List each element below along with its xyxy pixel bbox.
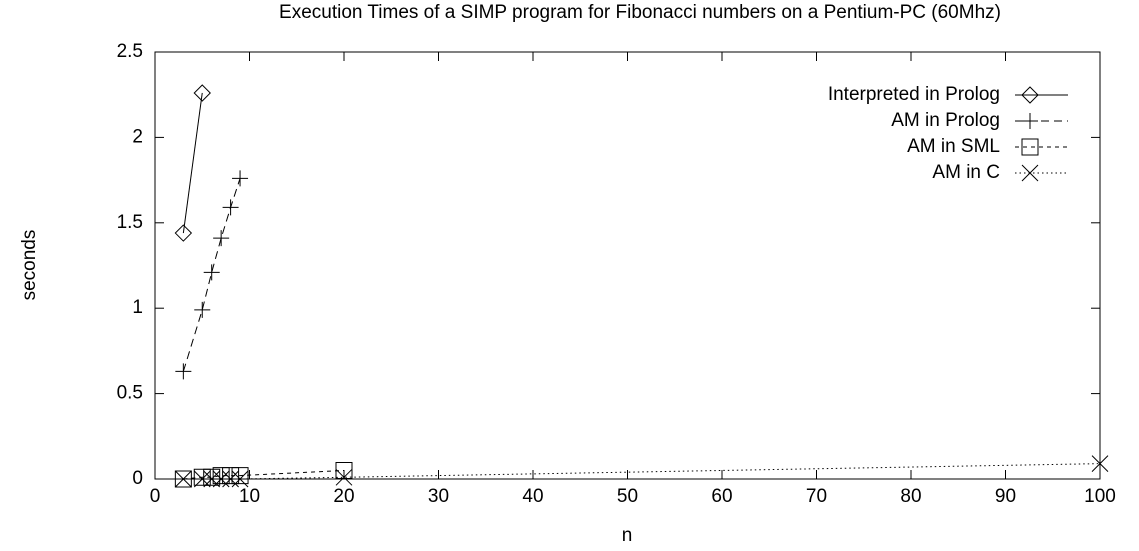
- x-axis-label: n: [622, 525, 633, 546]
- x-tick-label: 50: [617, 486, 638, 507]
- marker: [335, 468, 353, 486]
- series-line: [182, 92, 203, 234]
- x-tick-label: 90: [995, 486, 1016, 507]
- marker: [175, 363, 192, 380]
- legend-label: AM in C: [932, 162, 1000, 183]
- x-tick-label: 80: [900, 486, 921, 507]
- series-line: [183, 469, 345, 480]
- y-tick-label: 0: [132, 468, 143, 489]
- y-axis-label: seconds: [19, 230, 40, 301]
- marker: [222, 470, 239, 488]
- y-tick-label: 2: [132, 126, 143, 147]
- legend-label: AM in SML: [907, 136, 1000, 157]
- marker: [335, 461, 353, 479]
- marker: [174, 470, 192, 488]
- legend-marker: [1021, 164, 1039, 182]
- y-tick-label: 2.5: [117, 41, 143, 62]
- y-tick-label: 0.5: [117, 383, 143, 404]
- legend-marker: [1021, 86, 1039, 104]
- x-tick-label: 70: [806, 486, 827, 507]
- x-tick-label: 40: [522, 486, 543, 507]
- x-tick-label: 60: [711, 486, 732, 507]
- x-tick-label: 100: [1084, 486, 1116, 507]
- legend-label: AM in Prolog: [891, 110, 1000, 131]
- marker: [203, 470, 221, 488]
- marker: [1091, 455, 1109, 472]
- marker: [222, 199, 239, 216]
- marker: [212, 470, 230, 488]
- legend-marker: [1022, 113, 1038, 129]
- chart-title: Execution Times of a SIMP program for Fi…: [279, 2, 1001, 23]
- legend-label: Interpreted in Prolog: [828, 84, 1000, 105]
- marker: [193, 470, 211, 488]
- series-line: [182, 178, 241, 372]
- marker: [231, 470, 249, 488]
- marker: [194, 301, 211, 318]
- y-tick-label: 1: [132, 297, 143, 318]
- marker: [203, 264, 220, 281]
- x-tick-label: 10: [239, 486, 260, 507]
- x-tick-label: 30: [428, 486, 449, 507]
- x-tick-label: 20: [333, 486, 354, 507]
- marker: [174, 224, 193, 242]
- y-tick-label: 1.5: [117, 212, 143, 233]
- legend-marker: [1021, 138, 1039, 156]
- marker: [213, 230, 230, 247]
- x-tick-label: 0: [150, 486, 161, 507]
- marker: [193, 84, 211, 102]
- marker: [232, 170, 249, 187]
